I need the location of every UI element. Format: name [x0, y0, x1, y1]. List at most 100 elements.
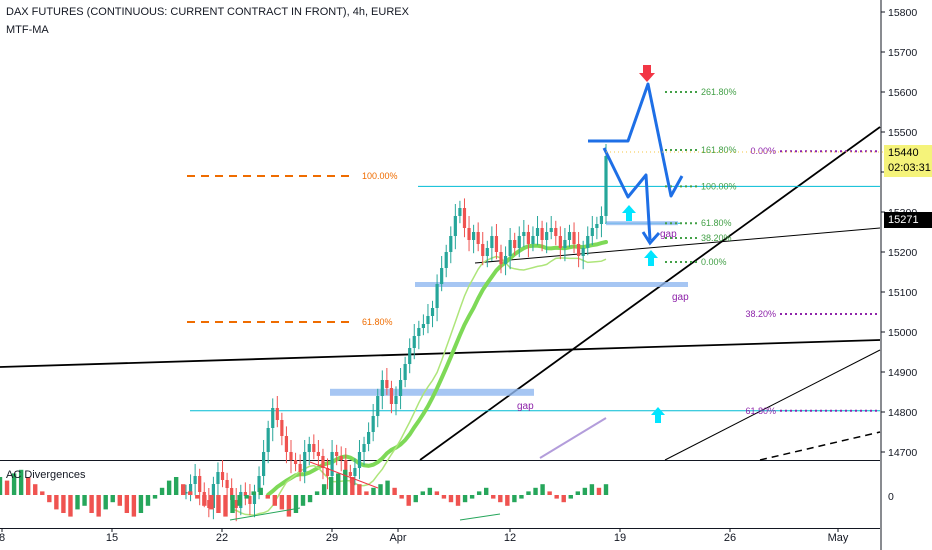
bullish-divergence-line	[229, 507, 301, 521]
candle-body	[275, 408, 279, 420]
ac-histogram-bar	[582, 487, 588, 495]
candle-body	[499, 252, 503, 264]
ac-histogram-bar	[575, 491, 581, 495]
ac-histogram-bar	[195, 495, 200, 499]
ac-histogram-bar	[491, 495, 496, 499]
ac-histogram-bar	[498, 495, 503, 503]
ac-histogram-bar	[371, 487, 376, 495]
candle-body	[398, 380, 403, 396]
ac-histogram-bar	[307, 495, 313, 503]
ac-histogram-bar	[385, 480, 390, 495]
current-price-tag: 15440 02:03:31	[884, 145, 932, 177]
candle-body	[394, 396, 398, 404]
fib-green-label: 38.20%	[701, 233, 732, 243]
ac-histogram-bar	[138, 495, 144, 513]
cyan-up-arrow	[651, 407, 665, 423]
candle-body	[243, 492, 247, 496]
fib-green-label: 261.80%	[701, 87, 737, 97]
x-tick-label: 26	[724, 532, 736, 544]
ac-histogram-bar	[526, 491, 531, 495]
ac-histogram-bar	[603, 484, 609, 495]
candle-body	[266, 428, 270, 452]
candle-body	[540, 228, 544, 240]
candle-body	[367, 432, 371, 444]
ac-histogram-bar	[145, 495, 151, 506]
current-price: 15440	[888, 147, 919, 159]
fib-purple-label: 61.80%	[745, 406, 776, 416]
candle-body	[380, 380, 384, 396]
candle-body	[481, 244, 485, 256]
ac-histogram-bar	[596, 487, 602, 495]
candle-body	[586, 236, 590, 248]
ac-histogram-bar	[561, 495, 566, 503]
ac-histogram-bar	[300, 495, 306, 506]
ac-histogram-bar	[251, 491, 256, 495]
candle-body	[490, 236, 494, 248]
ac-histogram-bar	[96, 495, 101, 517]
dashed-channel-line	[759, 431, 881, 461]
ac-histogram-bar	[392, 487, 397, 495]
fib-green-label: 100.00%	[701, 181, 737, 191]
candle-body	[184, 492, 188, 494]
ac-histogram-bar	[244, 495, 249, 499]
ac-histogram-bar	[61, 495, 66, 513]
ac-histogram-bar	[40, 491, 45, 495]
ac-histogram-bar	[286, 495, 292, 517]
ac-histogram-bar	[512, 495, 517, 503]
bearish-divergence-line	[309, 461, 379, 489]
ac-histogram-bar	[230, 495, 235, 513]
gap-label: gap	[517, 401, 534, 412]
ac-histogram-bar	[216, 495, 221, 513]
gap-box-upper	[415, 282, 688, 287]
gap-label: gap	[672, 292, 689, 303]
candle-body	[453, 216, 457, 236]
ac-histogram-bar	[448, 495, 454, 503]
ac-histogram-bar	[258, 487, 263, 495]
candle-body	[444, 252, 448, 268]
candle-body	[508, 240, 512, 256]
candle-body	[421, 324, 425, 328]
candle-body	[494, 236, 499, 252]
ac-histogram-bar	[533, 487, 538, 495]
candle-body	[303, 452, 307, 472]
support-trendline	[0, 339, 881, 368]
ac-histogram-bar	[152, 495, 158, 499]
ac-histogram-bar	[484, 487, 489, 495]
ac-histogram-bar	[476, 491, 482, 495]
ac-histogram-bar	[328, 477, 334, 495]
projection-path-up	[588, 82, 684, 198]
y-tick-label: 14800	[888, 407, 917, 419]
ac-histogram-bar	[237, 495, 242, 506]
ac-histogram-bar	[540, 484, 545, 495]
candle-body	[430, 308, 435, 316]
ac-histogram-bar	[364, 491, 369, 495]
candle-body	[517, 236, 521, 248]
ac-histogram-bar	[547, 491, 552, 495]
bullish-divergence-line	[459, 513, 501, 521]
ac-histogram-bar	[272, 495, 278, 506]
y-tick-label: 15500	[888, 127, 917, 139]
ac-histogram-bar	[25, 477, 31, 495]
cyan-up-arrow	[644, 250, 658, 266]
candle-body	[462, 208, 467, 228]
candle-body	[590, 228, 594, 236]
rising-channel-line	[419, 126, 881, 461]
y-tick-label: 14900	[888, 367, 917, 379]
ac-histogram-bar	[47, 495, 52, 503]
candle-body	[284, 436, 289, 452]
candle-body	[549, 228, 553, 232]
candle-body	[312, 444, 316, 452]
candle-body	[316, 452, 320, 456]
sub-y-tick-label: 0	[888, 491, 894, 503]
candle-body	[307, 444, 311, 452]
candle-body	[435, 284, 439, 308]
ac-histogram-bar	[462, 495, 468, 503]
candle-body	[257, 476, 261, 492]
y-tick-label: 15600	[888, 87, 917, 99]
ac-histogram-bar	[568, 495, 573, 499]
candle-body	[353, 468, 357, 476]
ac-histogram-bar	[336, 473, 341, 495]
ac-histogram-bar	[188, 491, 193, 495]
